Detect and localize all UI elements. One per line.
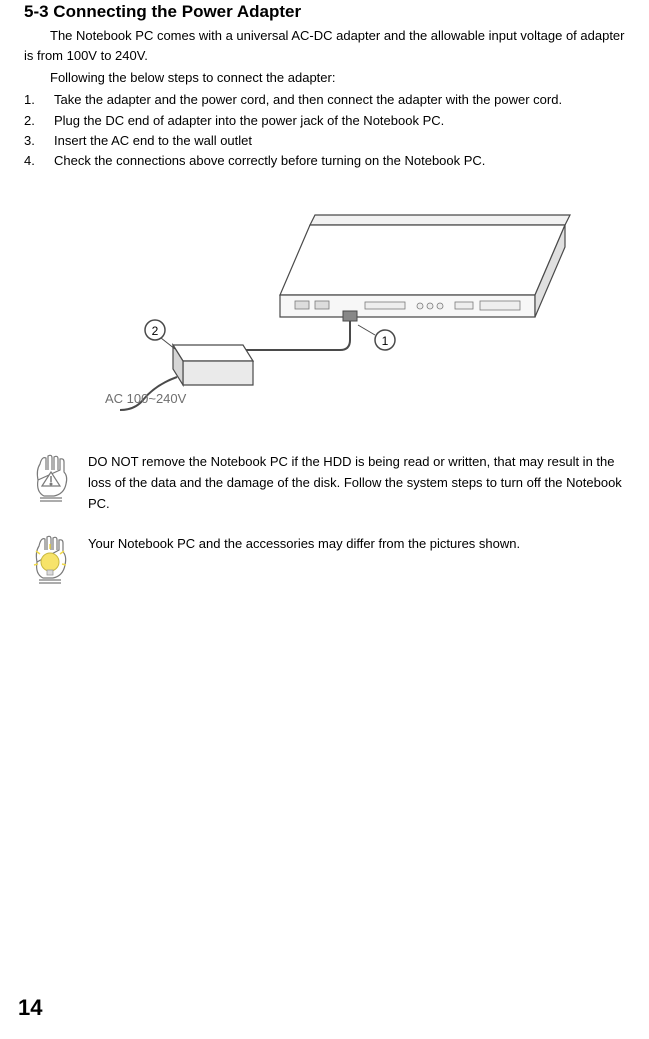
step-item: 3. Insert the AC end to the wall outlet [24,131,625,151]
intro-paragraph-1: The Notebook PC comes with a universal A… [24,26,625,66]
step-text: Insert the AC end to the wall outlet [54,131,625,151]
connection-diagram: 1 2 AC 100~240V [24,185,625,430]
step-number: 2. [24,111,54,131]
diagram-svg: 1 2 AC 100~240V [65,185,585,425]
warning-hand-icon [24,450,78,504]
step-text: Check the connections above correctly be… [54,151,625,171]
step-number: 4. [24,151,54,171]
diagram-ac-label: AC 100~240V [105,391,187,406]
intro-paragraph-2: Following the below steps to connect the… [24,68,625,88]
diagram-callout-1: 1 [381,334,388,348]
step-item: 2. Plug the DC end of adapter into the p… [24,111,625,131]
intro-text-1: The Notebook PC comes with a universal A… [24,28,625,63]
warning-text: DO NOT remove the Notebook PC if the HDD… [78,450,625,514]
diagram-callout-2: 2 [151,324,158,338]
step-text: Take the adapter and the power cord, and… [54,90,625,110]
tip-text: Your Notebook PC and the accessories may… [78,532,625,555]
page-number: 14 [18,995,42,1021]
step-number: 3. [24,131,54,151]
step-item: 4. Check the connections above correctly… [24,151,625,171]
tip-bulb-hand-icon [24,532,78,588]
section-title: 5-3 Connecting the Power Adapter [24,0,625,22]
tip-note: Your Notebook PC and the accessories may… [24,532,625,588]
intro-text-2: Following the below steps to connect the… [50,70,335,85]
step-number: 1. [24,90,54,110]
warning-note: DO NOT remove the Notebook PC if the HDD… [24,450,625,514]
step-item: 1. Take the adapter and the power cord, … [24,90,625,110]
steps-list: 1. Take the adapter and the power cord, … [24,90,625,171]
step-text: Plug the DC end of adapter into the powe… [54,111,625,131]
